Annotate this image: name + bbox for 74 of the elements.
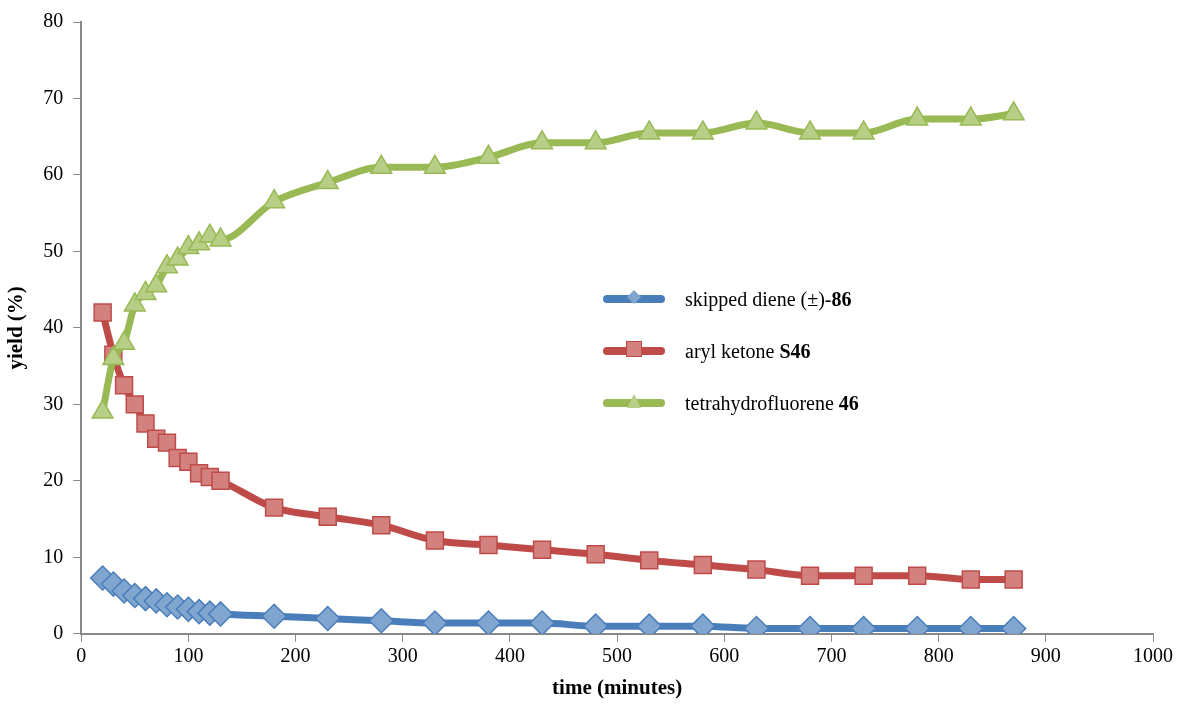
point (906, 106, 929, 126)
point (691, 120, 714, 140)
point (145, 273, 168, 293)
y-tick-label: 50 (43, 238, 64, 261)
x-tick-label: 600 (709, 644, 740, 667)
y-tick-label: 80 (43, 9, 64, 32)
point (318, 507, 337, 527)
point (112, 330, 136, 350)
point (114, 376, 134, 395)
point (530, 130, 554, 150)
x-tick-label: 400 (494, 644, 525, 667)
point (314, 605, 341, 632)
point (529, 610, 555, 634)
point (372, 515, 391, 535)
point (477, 144, 500, 165)
point (93, 303, 112, 322)
point (693, 555, 713, 575)
point (800, 566, 820, 585)
y-tick-label: 20 (43, 468, 64, 491)
x-tick-label: 100 (173, 644, 204, 667)
y-axis-title: yield (%) (3, 286, 28, 370)
y-tick-label: 30 (43, 391, 64, 414)
point (136, 414, 155, 433)
point (745, 110, 768, 130)
x-axis-title: time (minutes) (552, 674, 683, 699)
point (368, 608, 395, 634)
legend-label: tetrahydrofluorene 46 (685, 391, 859, 415)
x-tick-label: 800 (923, 644, 954, 667)
point (207, 601, 234, 627)
point (316, 169, 339, 190)
point (1002, 101, 1025, 121)
point (370, 154, 393, 175)
point (157, 433, 177, 452)
point (264, 498, 284, 517)
point (907, 566, 927, 585)
point (586, 545, 605, 564)
point (961, 570, 981, 589)
point (584, 130, 607, 150)
x-tick-label: 900 (1030, 644, 1061, 667)
point (852, 120, 875, 140)
y-tick-label: 70 (43, 85, 64, 108)
point (125, 395, 145, 414)
point (91, 399, 114, 419)
point (959, 106, 982, 126)
point (638, 120, 661, 140)
point (261, 603, 287, 629)
x-tick-label: 1000 (1133, 644, 1173, 667)
point (422, 610, 448, 634)
y-tick-label: 60 (43, 162, 64, 185)
y-tick-label: 10 (43, 544, 64, 567)
point (423, 154, 447, 175)
point (640, 551, 659, 570)
legend-label: aryl ketone S46 (685, 339, 811, 363)
point (211, 471, 230, 491)
y-tick-label: 40 (43, 315, 64, 338)
x-tick-label: 0 (76, 644, 87, 667)
x-tick-label: 200 (280, 644, 311, 667)
y-tick-label: 0 (53, 621, 64, 644)
point (475, 610, 502, 634)
point (532, 540, 552, 559)
point (209, 227, 232, 247)
point (166, 246, 189, 266)
x-tick-label: 300 (387, 644, 418, 667)
point (747, 560, 766, 579)
point (123, 292, 146, 312)
point (425, 531, 445, 550)
x-tick-label: 500 (602, 644, 633, 667)
point (798, 120, 822, 140)
point (1004, 570, 1023, 589)
point (262, 188, 286, 209)
point (854, 566, 873, 585)
point (479, 535, 498, 555)
x-tick-label: 700 (816, 644, 847, 667)
legend-label: skipped diene (±)-86 (685, 287, 852, 311)
